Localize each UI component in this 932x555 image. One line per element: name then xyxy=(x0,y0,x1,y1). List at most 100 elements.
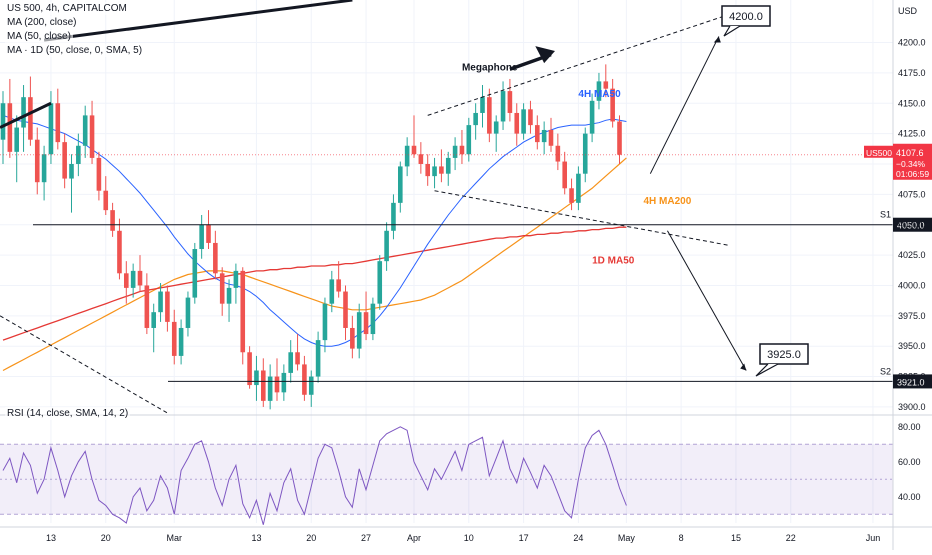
price-badge xyxy=(893,143,932,180)
megaphone-upper-line xyxy=(427,11,737,116)
rsi-tick-label: 40.00 xyxy=(898,492,921,502)
target-up-callout-text: 4200.0 xyxy=(729,11,763,23)
candle-body xyxy=(589,100,595,134)
time-tick-label: May xyxy=(618,533,636,543)
candle-body xyxy=(391,202,396,231)
candle-body xyxy=(226,287,232,304)
level-badge-s2 xyxy=(893,374,932,389)
candle-body xyxy=(41,154,47,183)
candle-body xyxy=(267,376,273,401)
candle-body xyxy=(425,163,430,177)
target-down-arrowhead xyxy=(740,363,747,371)
price-tick-label: 3975.0 xyxy=(898,311,926,321)
candle-body xyxy=(315,340,321,377)
candle-body xyxy=(582,133,588,174)
candle-body xyxy=(124,273,129,288)
megaphone-arrow-head xyxy=(535,46,555,64)
candle-body xyxy=(548,129,554,146)
symbol-line: US 500, 4h, CAPITALCOM xyxy=(5,2,129,15)
candle-body xyxy=(213,242,218,274)
price-tick-label: 4075.0 xyxy=(898,189,926,199)
price-badge-change: −0.34% xyxy=(896,159,926,169)
target-down-callout-box xyxy=(759,343,809,365)
candle-body xyxy=(144,285,150,328)
price-tick-label: 4000.0 xyxy=(898,280,926,290)
indicator-ma50[interactable]: MA (50, close) xyxy=(5,30,73,43)
candle-body xyxy=(439,166,444,174)
candle-body xyxy=(240,270,246,353)
candle-body xyxy=(110,210,115,231)
indicator-ma50-1d[interactable]: MA · 1D (50, close, 0, SMA, 5) xyxy=(5,44,145,57)
candle-body xyxy=(569,188,574,203)
indicator-ma200[interactable]: MA (200, close) xyxy=(5,16,79,29)
rsi-tick-label: 60.00 xyxy=(898,457,921,467)
candle-body xyxy=(610,88,615,122)
candle-body xyxy=(48,103,54,155)
price-badge-countdown: 01:06:59 xyxy=(896,169,929,179)
candle-body xyxy=(445,157,451,174)
candle-body xyxy=(384,230,389,262)
candle-body xyxy=(254,370,259,386)
candle-body xyxy=(178,327,184,356)
candle-body xyxy=(343,291,348,328)
candle-body xyxy=(82,115,88,146)
candle-body xyxy=(192,249,198,298)
candle-body xyxy=(350,327,355,349)
candle-body xyxy=(596,81,602,101)
candle-body xyxy=(528,109,533,126)
candle-body xyxy=(281,372,287,393)
price-tick-label: 4125.0 xyxy=(898,129,926,139)
candle-body xyxy=(336,279,341,292)
candle-body xyxy=(274,376,280,393)
candle-body xyxy=(199,224,204,250)
level-badge-s1 xyxy=(893,217,932,232)
candle-body xyxy=(555,145,561,162)
candle-body xyxy=(466,125,472,155)
time-tick-label: 15 xyxy=(731,533,741,543)
price-badge-price: 4107.6 xyxy=(896,148,924,158)
candle-body xyxy=(514,112,520,134)
candle-body xyxy=(459,145,465,155)
symbol-badge-text: US500 xyxy=(866,148,892,158)
old-upper-line-a xyxy=(0,101,52,129)
candle-body xyxy=(130,270,136,288)
candle-body xyxy=(151,312,156,328)
price-tick-label: 4025.0 xyxy=(898,250,926,260)
candle-body xyxy=(507,91,513,113)
symbol-badge xyxy=(864,145,893,158)
target-up-arrowhead xyxy=(713,36,721,43)
candle-body xyxy=(219,273,225,304)
time-tick-label: 13 xyxy=(251,533,261,543)
candle-body xyxy=(0,103,6,140)
candle-body xyxy=(377,261,383,304)
candle-body xyxy=(69,163,74,179)
old-upper-line-b xyxy=(43,0,353,42)
candle-body xyxy=(103,190,109,211)
rsi-title[interactable]: RSI (14, close, SMA, 14, 2) xyxy=(5,407,131,420)
target-down-callout-text: 3925.0 xyxy=(767,349,801,361)
target-down-callout-tail xyxy=(755,363,779,377)
candle-body xyxy=(117,230,122,274)
candle-body xyxy=(14,127,19,152)
time-tick-label: 10 xyxy=(464,533,474,543)
candle-body xyxy=(288,352,293,373)
rsi-tick-label: 80.00 xyxy=(898,422,921,432)
candle-body xyxy=(158,291,163,313)
candle-body xyxy=(34,139,40,183)
time-tick-label: 24 xyxy=(573,533,583,543)
candle-body xyxy=(322,303,328,341)
ma200-4h-label: 4H MA200 xyxy=(643,196,691,207)
candle-body xyxy=(28,97,33,140)
candle-body xyxy=(302,364,307,395)
ma50-1d-label: 1D MA50 xyxy=(592,256,635,267)
candle-body xyxy=(165,291,170,322)
candle-body xyxy=(308,376,314,395)
candle-body xyxy=(535,125,540,143)
price-tick-label: 4175.0 xyxy=(898,68,926,78)
target-up-callout-tail xyxy=(723,25,741,37)
time-tick-label: 27 xyxy=(361,533,371,543)
drawings: S1 S2 Megaphone 4200.0 3925.0 4H MA50 4H MA200… xyxy=(0,0,893,414)
